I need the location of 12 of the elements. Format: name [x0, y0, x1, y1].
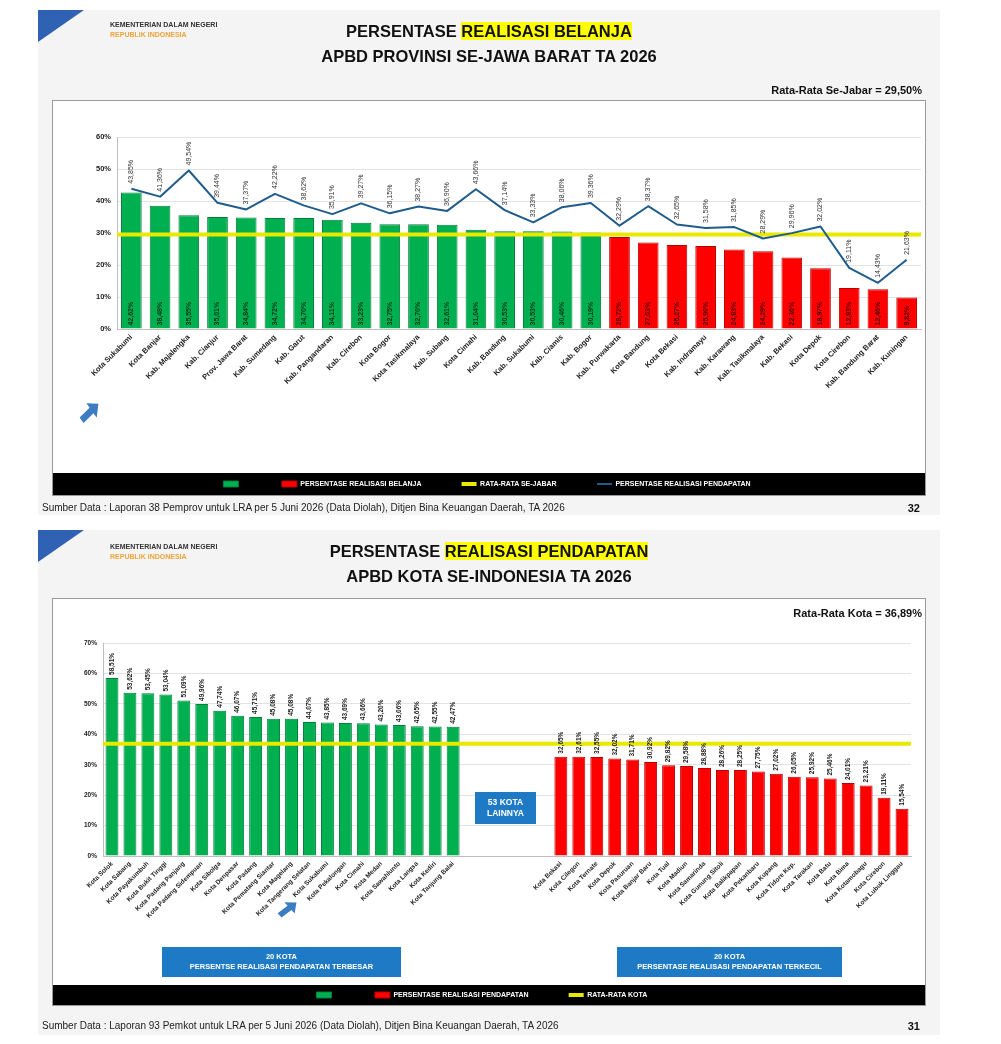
annotation: 53 KOTA LAINNYA: [487, 796, 524, 820]
text: 31: [907, 1020, 920, 1032]
banner: 53 KOTA LAINNYA: [475, 792, 536, 824]
chart-subtitle: APBD KOTA SE-INDONESIA TA 2026: [345, 567, 633, 586]
text: Sumber Data : Laporan 93 Pemkot untuk LRA per 5 Juni 2026 (Data Diolah), Ditjen Bina Keuangan Daerah, TA 2026: [42, 1020, 559, 1031]
text: 32: [907, 502, 920, 514]
text: Sumber Data : Laporan 38 Pemprov untuk LRA per 5 Juni 2026 (Data Diolah), Ditjen Bina Keuangan Daerah, TA 2026: [42, 502, 565, 513]
chart-subtitle: APBD PROVINSI SE-JAWA BARAT TA 2026: [320, 47, 658, 66]
chart-title: PERSENTASE REALISASI PENDAPATAN: [329, 542, 649, 560]
text: Rata-Rata Se-Jabar = 29,50%: [771, 84, 922, 96]
chart-title: PERSENTASE REALISASI BELANJA: [346, 22, 632, 40]
text: Rata-Rata Kota = 36,89%: [793, 607, 922, 619]
